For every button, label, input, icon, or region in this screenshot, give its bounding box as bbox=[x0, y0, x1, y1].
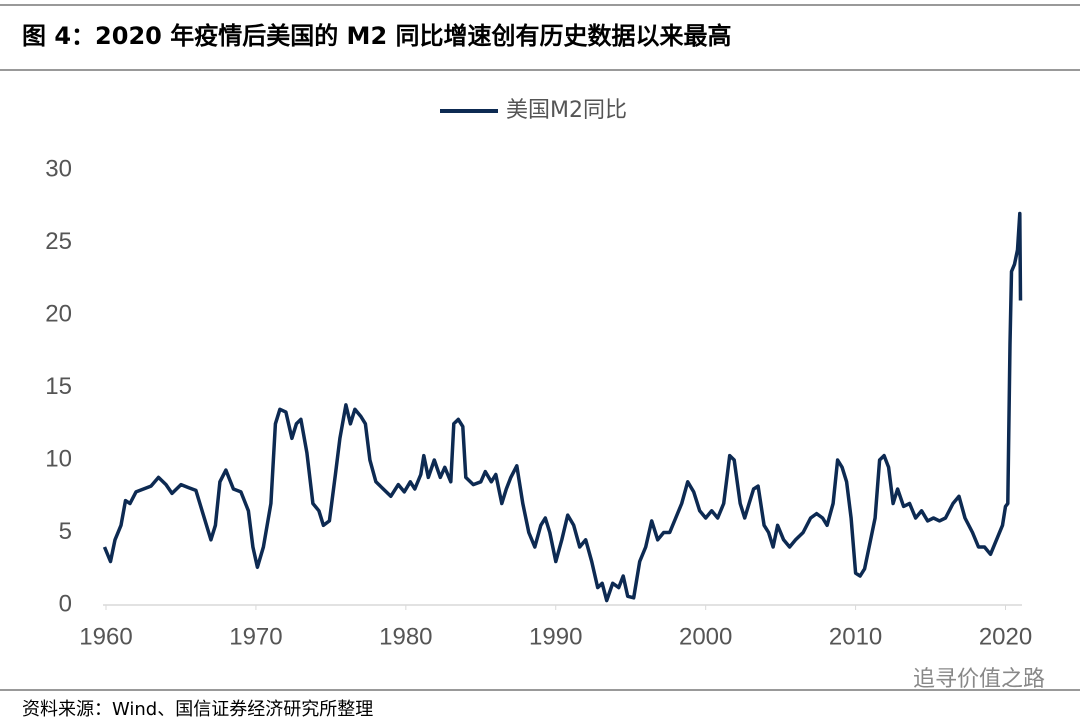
y-tick-label: 25 bbox=[45, 228, 72, 255]
y-tick-label: 30 bbox=[45, 155, 72, 182]
chart-title: 图 4：2020 年疫情后美国的 M2 同比增速创有历史数据以来最高 bbox=[22, 22, 732, 50]
x-tick-label: 1990 bbox=[529, 623, 582, 650]
y-tick-label: 15 bbox=[45, 373, 72, 400]
y-tick-label: 5 bbox=[59, 518, 72, 545]
source-note: 资料来源：Wind、国信证券经济研究所整理 bbox=[22, 699, 373, 720]
x-tick-label: 1960 bbox=[79, 623, 132, 650]
x-tick-label: 1980 bbox=[379, 623, 432, 650]
x-tick-label: 2010 bbox=[829, 623, 882, 650]
y-tick-label: 10 bbox=[45, 445, 72, 472]
y-tick-label: 0 bbox=[59, 590, 72, 617]
watermark: 追寻价值之路 bbox=[913, 667, 1045, 692]
x-tick-label: 1970 bbox=[229, 623, 282, 650]
x-tick-label: 2020 bbox=[979, 623, 1032, 650]
y-tick-label: 20 bbox=[45, 300, 72, 327]
legend-label: 美国M2同比 bbox=[506, 98, 627, 123]
x-tick-label: 2000 bbox=[679, 623, 732, 650]
line-series bbox=[102, 211, 1023, 603]
